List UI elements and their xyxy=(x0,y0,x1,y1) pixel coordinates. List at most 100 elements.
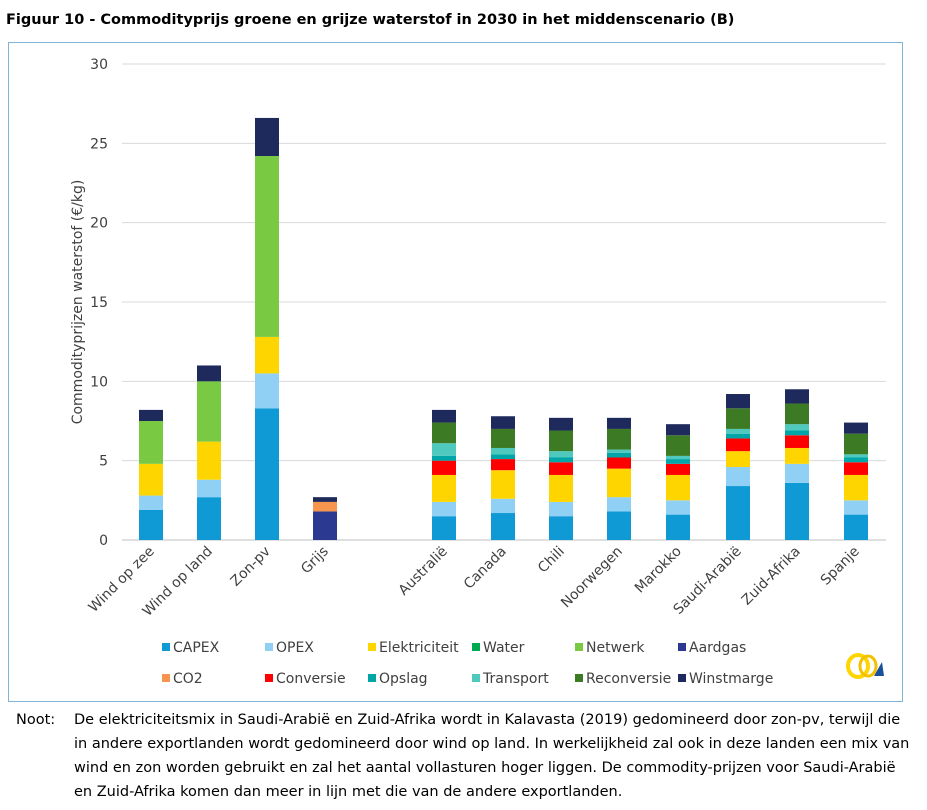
legend-item: Opslag xyxy=(368,671,428,687)
page-title: Figuur 10 - Commodityprijs groene en gri… xyxy=(6,12,735,28)
bar-segment xyxy=(549,474,573,502)
bar-segment xyxy=(666,435,690,456)
bar-segment xyxy=(726,467,750,487)
legend-swatch xyxy=(575,643,583,651)
legend-swatch xyxy=(162,674,170,682)
chart-frame xyxy=(8,42,903,702)
bar-segment xyxy=(432,422,456,444)
x-tick-label: Zon-pv xyxy=(228,544,274,590)
bar-segment xyxy=(607,417,631,429)
bar-segment xyxy=(726,408,750,429)
bar-segment xyxy=(785,435,809,448)
bar-stack xyxy=(432,409,456,540)
bar-stack xyxy=(844,422,868,540)
bar-segment xyxy=(432,501,456,517)
legend-item: CO2 xyxy=(162,671,203,687)
legend-item: Transport xyxy=(472,671,549,687)
legend-item: OPEX xyxy=(265,640,314,656)
bar-segment xyxy=(726,428,750,434)
bar-segment xyxy=(549,462,573,475)
legend-item: CAPEX xyxy=(162,640,220,656)
bar-stack xyxy=(607,417,631,540)
bar-segment xyxy=(785,403,809,425)
bar-segment xyxy=(432,443,456,456)
bar-segment xyxy=(844,462,868,475)
bar-segment xyxy=(432,460,456,475)
bar-stack xyxy=(491,416,515,540)
bar-stack xyxy=(255,117,279,540)
y-tick-label: 20 xyxy=(90,216,108,232)
bar-segment xyxy=(785,447,809,464)
bar-segment xyxy=(607,428,631,450)
bar-segment xyxy=(844,457,868,463)
x-tick-label: Chili xyxy=(535,544,568,577)
bar-stack xyxy=(726,394,750,540)
bar-segment xyxy=(666,463,690,475)
legend-label: Water xyxy=(483,640,525,656)
legend: CAPEX OPEX Elektriciteit Water Netwerk Aardga… xyxy=(162,640,773,687)
legend-label: CO2 xyxy=(173,671,203,687)
bar-segment xyxy=(844,422,868,434)
bar-segment xyxy=(313,497,337,502)
bar-segment xyxy=(197,497,221,540)
legend-swatch xyxy=(265,643,273,651)
bar-segment xyxy=(607,457,631,469)
bar-segment xyxy=(432,409,456,423)
bar-segment xyxy=(844,454,868,458)
bar-segment xyxy=(785,424,809,431)
bar-segment xyxy=(432,474,456,502)
bar-segment xyxy=(726,438,750,452)
legend-label: Opslag xyxy=(379,671,428,687)
legend-item: Aardgas xyxy=(678,640,746,656)
legend-label: Netwerk xyxy=(586,640,645,656)
y-tick-label: 0 xyxy=(99,533,108,549)
bar-segment xyxy=(726,486,750,540)
bar-segment xyxy=(549,501,573,517)
bar-segment xyxy=(491,513,515,540)
bar-segment xyxy=(666,455,690,460)
legend-label: Transport xyxy=(482,671,549,687)
x-tick-label: Spanje xyxy=(818,544,863,589)
bar-segment xyxy=(607,449,631,453)
bar-segment xyxy=(255,408,279,540)
bar-segment xyxy=(844,433,868,455)
bar-segment xyxy=(491,428,515,448)
bar-stack xyxy=(313,497,337,540)
bar-segment xyxy=(785,389,809,404)
legend-swatch xyxy=(162,643,170,651)
bar-segment xyxy=(844,500,868,515)
legend-item: Conversie xyxy=(265,671,346,687)
legend-swatch xyxy=(472,643,480,651)
bar-segment xyxy=(255,156,279,337)
legend-label: OPEX xyxy=(276,640,314,656)
bar-segment xyxy=(726,451,750,468)
bar-segment xyxy=(549,430,573,452)
bar-segment xyxy=(549,516,573,540)
legend-label: Aardgas xyxy=(689,640,746,656)
bar-segment xyxy=(607,468,631,498)
bar-segment xyxy=(726,433,750,439)
bar-segment xyxy=(197,365,221,382)
y-tick-label: 30 xyxy=(90,57,108,73)
bar-segment xyxy=(432,455,456,461)
bar-segment xyxy=(785,430,809,436)
legend-swatch xyxy=(472,674,480,682)
bar-stack xyxy=(139,409,163,540)
y-tick-label: 5 xyxy=(99,454,108,470)
x-tick-label: Noorwegen xyxy=(558,544,626,612)
bar-segment xyxy=(785,463,809,483)
legend-label: Reconversie xyxy=(586,671,671,687)
bar-segment xyxy=(491,470,515,499)
y-axis-label: Commodityprijzen waterstof (€/kg) xyxy=(70,180,86,425)
y-tick-label: 15 xyxy=(90,295,108,311)
legend-label: Elektriciteit xyxy=(379,640,459,656)
bar-segment xyxy=(844,474,868,501)
bar-segment xyxy=(139,495,163,510)
legend-swatch xyxy=(678,674,686,682)
bar-segment xyxy=(197,441,221,480)
bar-stack xyxy=(197,365,221,540)
legend-swatch xyxy=(368,643,376,651)
bar-segment xyxy=(666,500,690,515)
x-tick-label: Zuid-Afrika xyxy=(739,544,804,609)
bar-segment xyxy=(607,497,631,512)
